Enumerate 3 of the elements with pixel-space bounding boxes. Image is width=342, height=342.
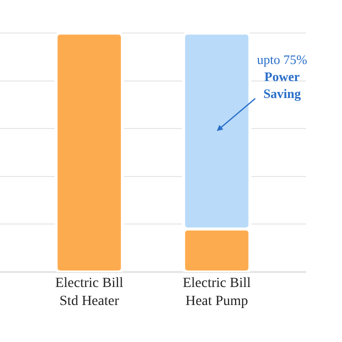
x-tick-label: Electric Bill Std Heater	[55, 276, 124, 310]
annotation: upto 75% Power Saving	[257, 52, 308, 101]
x-tick-label: Electric Bill Heat Pump	[182, 276, 251, 310]
